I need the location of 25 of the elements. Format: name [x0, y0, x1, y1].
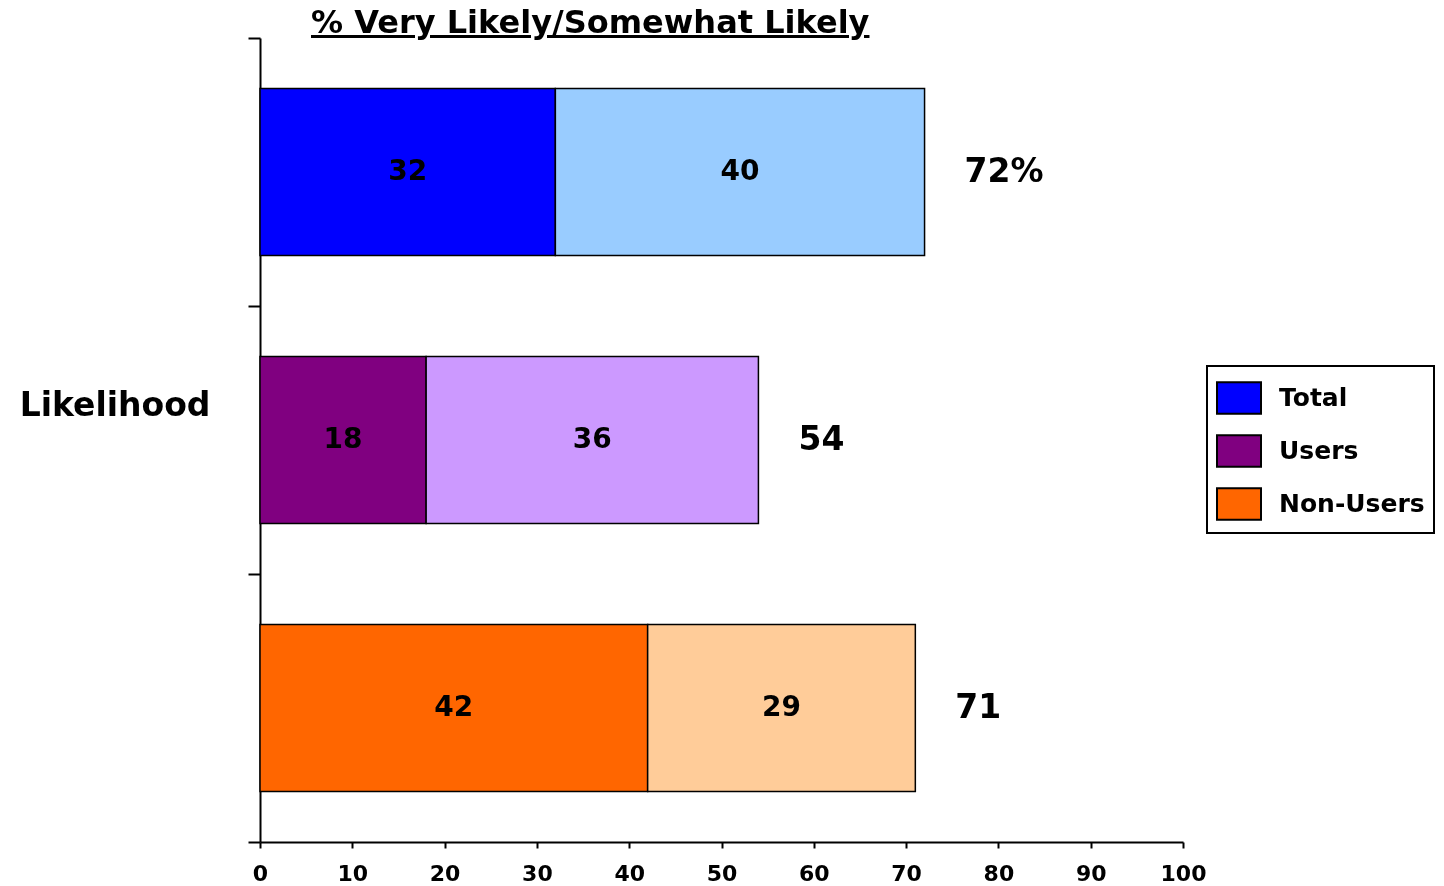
y-axis-title: Likelihood [19, 384, 211, 424]
chart-title: % Very Likely/Somewhat Likely [311, 2, 870, 42]
data-label: 32 [388, 154, 428, 187]
total-label: 54 [798, 419, 845, 458]
data-label: 29 [762, 690, 801, 723]
x-tick-label: 30 [522, 860, 553, 886]
legend-label: Total [1279, 383, 1348, 412]
x-tick-label: 80 [983, 860, 1015, 886]
data-label: 18 [323, 422, 363, 455]
data-label: 40 [720, 154, 760, 187]
data-label: 42 [434, 690, 474, 723]
x-tick-label: 40 [614, 860, 646, 886]
x-tick-label: 50 [706, 860, 738, 886]
x-tick-label: 100 [1160, 860, 1207, 886]
x-tick-label: 60 [798, 860, 830, 886]
x-tick-label: 10 [337, 860, 369, 886]
x-tick-label: 20 [429, 860, 461, 886]
legend-label: Users [1279, 436, 1359, 465]
x-tick-label: 0 [252, 860, 269, 886]
legend-label: Non-Users [1279, 489, 1425, 518]
total-label: 71 [955, 687, 1002, 726]
x-tick-label: 70 [891, 860, 922, 886]
data-label: 36 [572, 422, 612, 455]
total-label: 72% [964, 151, 1044, 190]
x-tick-label: 90 [1075, 860, 1107, 886]
